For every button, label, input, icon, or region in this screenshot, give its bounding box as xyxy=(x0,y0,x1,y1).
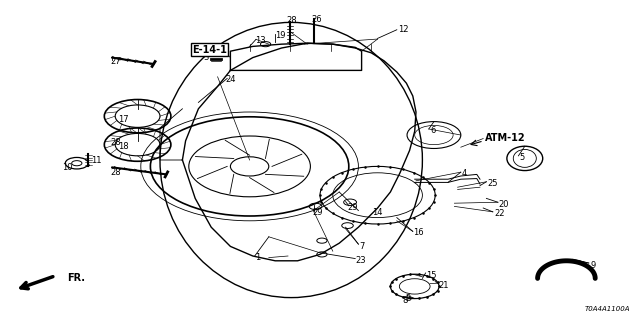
Text: 14: 14 xyxy=(372,208,383,217)
Text: 1: 1 xyxy=(255,253,260,262)
Text: E-14-1: E-14-1 xyxy=(192,44,227,55)
Text: 4: 4 xyxy=(462,169,467,178)
Text: 7: 7 xyxy=(360,242,365,251)
Text: 23: 23 xyxy=(355,256,366,265)
Text: 3: 3 xyxy=(204,53,209,62)
Text: 28: 28 xyxy=(110,168,121,177)
Text: T0A4A1100A: T0A4A1100A xyxy=(585,306,630,312)
Text: 8: 8 xyxy=(402,296,407,305)
Text: 28: 28 xyxy=(287,16,298,25)
Text: 24: 24 xyxy=(225,75,236,84)
Text: 2: 2 xyxy=(405,294,410,303)
Text: 20: 20 xyxy=(498,200,508,209)
Text: 17: 17 xyxy=(118,115,129,124)
Text: 9: 9 xyxy=(590,261,595,270)
Text: 6: 6 xyxy=(430,126,435,135)
Text: 18: 18 xyxy=(118,142,129,151)
Text: 13: 13 xyxy=(255,36,266,45)
Text: 19: 19 xyxy=(275,31,285,40)
Text: ATM-12: ATM-12 xyxy=(485,133,525,143)
Text: 16: 16 xyxy=(413,228,424,237)
Text: 15: 15 xyxy=(426,271,436,280)
Text: 5: 5 xyxy=(520,153,525,162)
Text: 10: 10 xyxy=(62,163,72,172)
Text: 28: 28 xyxy=(110,138,121,147)
Text: 26: 26 xyxy=(312,15,323,24)
Text: 29: 29 xyxy=(312,208,323,217)
Text: 22: 22 xyxy=(494,209,504,218)
Text: 11: 11 xyxy=(92,156,102,165)
Text: 12: 12 xyxy=(398,25,408,34)
Text: 29: 29 xyxy=(348,203,358,212)
Text: FR.: FR. xyxy=(67,273,85,284)
Text: 25: 25 xyxy=(488,179,498,188)
Text: 21: 21 xyxy=(438,281,449,290)
Text: 27: 27 xyxy=(110,57,121,66)
